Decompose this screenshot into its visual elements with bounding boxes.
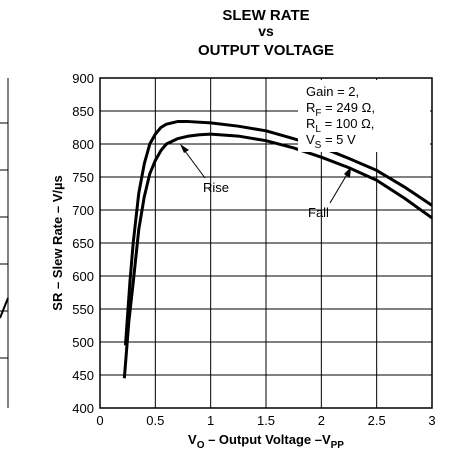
x-tick-label: 3 [428,413,435,428]
plot-frame [99,77,433,409]
x-label-part: – Output Voltage –V [204,432,330,447]
condition-line: RF = 249 Ω, [306,100,375,119]
plot-area: 400 450 500 550 600 650 700 750 800 850 900 0 0.5 1 1.… [72,71,435,428]
x-tick-label: 0 [96,413,103,428]
condition-line: Gain = 2, [306,84,359,99]
y-tick-label: 650 [72,236,94,251]
chart-title: SLEW RATE [222,7,309,24]
y-tick-label: 750 [72,170,94,185]
series-label: Fall [308,205,329,220]
condition-part: = 100 Ω, [321,116,374,131]
y-tick-label: 900 [72,71,94,86]
x-label-part: V [188,432,197,447]
x-tick-label: 2.5 [368,413,386,428]
fall-arrowhead [344,167,351,178]
y-tick-label: 550 [72,302,94,317]
y-tick-label: 400 [72,401,94,416]
condition-sub: F [315,108,321,119]
series-line [123,120,433,346]
y-axis-label: SR – Slew Rate – V/µs [50,175,65,310]
condition-part: = 5 V [321,132,356,147]
condition-part: R [306,100,315,115]
condition-part: = 249 Ω, [322,100,375,115]
conditions: Gain = 2,RF = 249 Ω,RL = 100 Ω,VS = 5 V [306,84,375,151]
conditions-box [298,80,430,152]
x-label-sub: O [197,440,205,451]
rise-arrow [181,146,206,179]
neighbor-chart-fragment [0,78,9,408]
condition-part: Gain = 2, [306,84,359,99]
fall-arrow [329,170,350,204]
x-tick-label: 0.5 [146,413,164,428]
condition-sub: L [315,124,321,135]
series-line [122,132,433,379]
y-tick-label: 600 [72,269,94,284]
x-tick-label: 1 [207,413,214,428]
chart-title: OUTPUT VOLTAGE [198,42,334,59]
x-axis-label: VO – Output Voltage –VPP [188,432,344,451]
condition-part: V [306,132,315,147]
condition-line: VS = 5 V [306,132,356,151]
y-tick-label: 850 [72,104,94,119]
series-label: Rise [203,180,229,195]
y-tick-label: 700 [72,203,94,218]
condition-part: R [306,116,315,131]
condition-sub: S [315,140,322,151]
x-label-sub: PP [331,440,345,451]
rise-arrowhead [180,144,189,153]
y-tick-label: 450 [72,368,94,383]
y-tick-label: 500 [72,335,94,350]
chart-title: vs [258,23,274,39]
y-tick-label: 800 [72,137,94,152]
x-tick-label: 1.5 [257,413,275,428]
x-tick-label: 2 [318,413,325,428]
condition-line: RL = 100 Ω, [306,116,374,135]
